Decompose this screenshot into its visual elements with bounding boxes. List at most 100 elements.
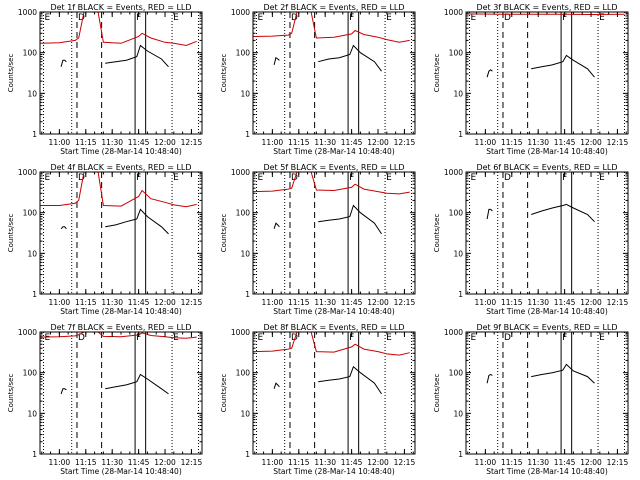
x-axis-label: Start Time (28-Mar-14 10:48:40)	[60, 467, 182, 476]
x-axis-label: Start Time (28-Mar-14 10:48:40)	[60, 147, 182, 156]
x-tick-label: 11:15	[288, 458, 310, 467]
y-tick-label: 10	[240, 249, 250, 258]
y-tick-label: 10	[453, 409, 463, 418]
marker-label: E	[258, 13, 264, 23]
marker-label: E	[173, 13, 179, 23]
marker-label: D	[78, 13, 85, 23]
x-tick-label: 12:00	[367, 298, 389, 307]
marker-label: E	[258, 173, 264, 183]
y-tick-label: 1000	[18, 8, 37, 17]
x-tick-label: 12:00	[154, 458, 176, 467]
marker-label: E	[258, 333, 264, 343]
marker-label: F	[562, 173, 567, 183]
x-tick-label: 11:00	[49, 138, 71, 147]
y-tick-label: 100	[236, 209, 251, 218]
y-tick-label: 1	[458, 130, 463, 139]
y-tick-label: 100	[449, 209, 464, 218]
chart-title: Det 7f BLACK = Events, RED = LLD	[50, 323, 191, 332]
marker-label: F	[562, 13, 567, 23]
series-line	[40, 332, 197, 339]
x-tick-label: 11:30	[101, 458, 123, 467]
y-tick-label: 1	[458, 450, 463, 459]
x-tick-label: 11:45	[554, 138, 576, 147]
x-axis-label: Start Time (28-Mar-14 10:48:40)	[273, 307, 395, 316]
marker-label: F	[349, 333, 354, 343]
x-axis-label: Start Time (28-Mar-14 10:48:40)	[273, 467, 395, 476]
x-tick-label: 12:15	[394, 298, 416, 307]
chart-title: Det 8f BLACK = Events, RED = LLD	[263, 323, 404, 332]
marker-label: F	[136, 173, 141, 183]
series-line	[486, 208, 493, 220]
x-tick-label: 11:45	[341, 458, 363, 467]
x-tick-label: 11:45	[341, 298, 363, 307]
marker-label: F	[136, 13, 141, 23]
x-tick-label: 11:30	[314, 458, 336, 467]
series-line	[105, 44, 169, 68]
y-tick-label: 1	[245, 130, 250, 139]
chart-title: Det 5f BLACK = Events, RED = LLD	[263, 163, 404, 172]
x-tick-label: 12:00	[154, 298, 176, 307]
x-tick-label: 11:30	[101, 298, 123, 307]
y-tick-label: 1	[32, 450, 37, 459]
marker-label: D	[78, 173, 85, 183]
x-tick-label: 11:00	[262, 138, 284, 147]
x-tick-label: 11:45	[341, 138, 363, 147]
x-tick-label: 12:00	[154, 138, 176, 147]
x-tick-label: 12:15	[181, 138, 203, 147]
x-tick-label: 11:00	[262, 298, 284, 307]
chart-title: Det 1f BLACK = Events, RED = LLD	[50, 3, 191, 12]
series-line	[253, 12, 410, 43]
marker-label: D	[291, 173, 298, 183]
y-axis-label: Counts/sec	[433, 214, 441, 253]
marker-label: E	[471, 13, 477, 23]
plot-frame	[465, 11, 629, 135]
x-tick-label: 12:15	[394, 458, 416, 467]
plot-frame	[465, 171, 629, 295]
x-tick-label: 11:15	[75, 458, 97, 467]
y-axis-label: Counts/sec	[7, 374, 15, 413]
marker-label: E	[471, 173, 477, 183]
series-line	[273, 56, 280, 66]
x-tick-label: 11:15	[288, 138, 310, 147]
y-tick-label: 1	[32, 290, 37, 299]
marker-label: E	[386, 173, 392, 183]
y-tick-label: 10	[453, 89, 463, 98]
x-axis-label: Start Time (28-Mar-14 10:48:40)	[486, 307, 608, 316]
x-tick-label: 11:15	[75, 298, 97, 307]
x-tick-label: 12:15	[607, 458, 629, 467]
x-tick-label: 12:15	[607, 298, 629, 307]
y-tick-label: 1000	[444, 8, 463, 17]
y-tick-label: 1	[32, 130, 37, 139]
series-line	[105, 208, 169, 235]
y-tick-label: 100	[23, 369, 38, 378]
x-tick-label: 11:00	[262, 458, 284, 467]
x-tick-label: 11:45	[554, 298, 576, 307]
y-axis-label: Counts/sec	[220, 374, 228, 413]
y-tick-label: 1000	[444, 328, 463, 337]
x-tick-label: 12:15	[607, 138, 629, 147]
marker-label: D	[504, 173, 511, 183]
chart-title: Det 3f BLACK = Events, RED = LLD	[476, 3, 617, 12]
x-tick-label: 11:45	[128, 298, 150, 307]
x-axis-label: Start Time (28-Mar-14 10:48:40)	[60, 307, 182, 316]
x-tick-label: 11:15	[501, 458, 523, 467]
x-tick-label: 11:45	[554, 458, 576, 467]
series-line	[531, 203, 595, 223]
x-tick-label: 12:15	[394, 138, 416, 147]
y-tick-label: 1000	[18, 328, 37, 337]
series-line	[60, 59, 67, 67]
y-tick-label: 10	[27, 249, 37, 258]
y-axis-label: Counts/sec	[220, 214, 228, 253]
marker-label: E	[599, 333, 605, 343]
series-line	[486, 373, 493, 384]
y-tick-label: 1000	[231, 168, 250, 177]
x-tick-label: 12:00	[367, 458, 389, 467]
y-tick-label: 100	[23, 209, 38, 218]
chart-title: Det 6f BLACK = Events, RED = LLD	[476, 163, 617, 172]
series-line	[318, 44, 382, 72]
x-tick-label: 11:30	[314, 138, 336, 147]
